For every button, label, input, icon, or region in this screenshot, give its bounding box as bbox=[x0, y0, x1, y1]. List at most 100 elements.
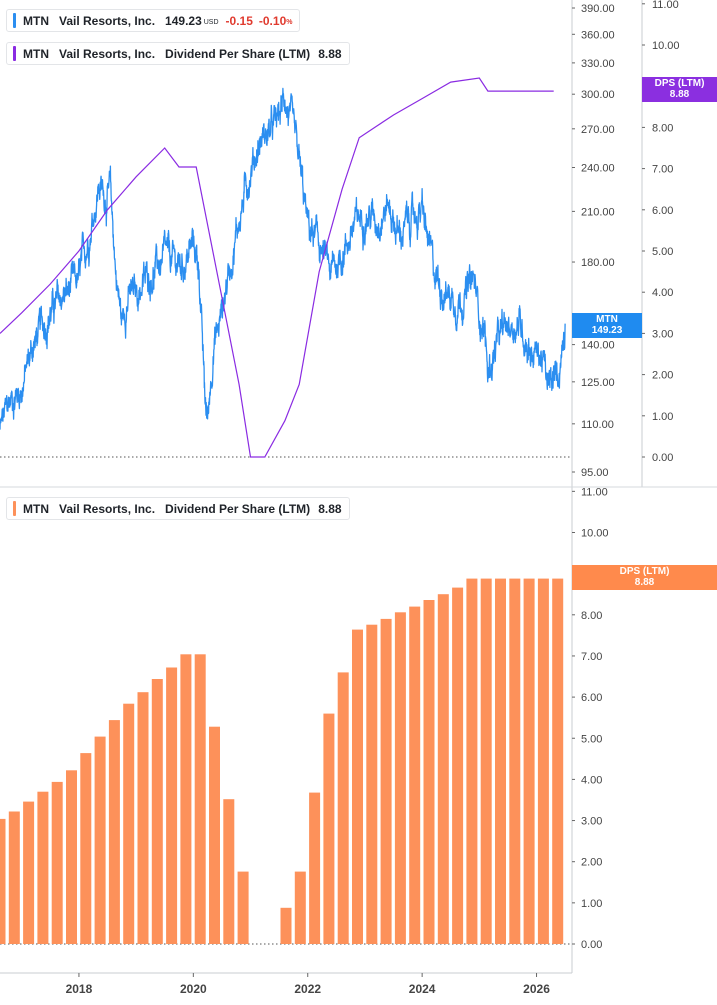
price-axis-label: 180.00 bbox=[581, 257, 615, 269]
dps-bar bbox=[137, 692, 149, 944]
legend-metric: Dividend Per Share (LTM) bbox=[165, 46, 311, 61]
dps-bar bbox=[180, 654, 192, 944]
dps-bar bbox=[523, 578, 535, 944]
dps-bar bbox=[423, 600, 435, 944]
dps-bar-tag-label: DPS (LTM) bbox=[619, 566, 670, 577]
dps-bar-tag-value: 8.88 bbox=[634, 577, 655, 588]
legend-ticker: MTN bbox=[23, 46, 49, 61]
price-axis-label: 240.00 bbox=[581, 163, 615, 175]
x-axis-label: 2026 bbox=[523, 982, 550, 996]
dps-line-swatch bbox=[13, 46, 16, 61]
bar-axis-label: 6.00 bbox=[581, 692, 602, 704]
dps-line-tag-label: DPS (LTM) bbox=[654, 78, 705, 89]
price-tag-ticker: MTN bbox=[596, 314, 618, 325]
dps-bar bbox=[166, 667, 178, 944]
legend-company: Vail Resorts, Inc. bbox=[59, 13, 156, 28]
price-axis-label: 110.00 bbox=[581, 419, 614, 431]
dps-bar bbox=[80, 753, 92, 944]
x-axis-label: 2022 bbox=[294, 982, 321, 996]
dps-axis-label: 7.00 bbox=[652, 164, 673, 176]
legend-metric: Dividend Per Share (LTM) bbox=[165, 501, 311, 516]
dps-axis-label: 0.00 bbox=[652, 452, 673, 464]
dps-bar bbox=[8, 811, 20, 944]
dps-bar-swatch bbox=[13, 501, 16, 516]
dps-axis-label: 4.00 bbox=[652, 287, 673, 299]
dps-bar-legend[interactable]: MTN Vail Resorts, Inc. Dividend Per Shar… bbox=[6, 497, 350, 520]
dps-bar bbox=[123, 703, 135, 944]
dps-line-series bbox=[0, 77, 554, 458]
legend-change: -0.15 bbox=[225, 13, 253, 28]
price-axis-label: 360.00 bbox=[581, 29, 615, 41]
dps-bar bbox=[0, 818, 6, 944]
price-axis-label: 330.00 bbox=[581, 58, 615, 70]
dps-bar bbox=[466, 578, 478, 944]
legend-ticker: MTN bbox=[23, 13, 49, 28]
bar-axis-label: 8.00 bbox=[581, 610, 602, 622]
legend-value: 8.88 bbox=[318, 46, 342, 61]
price-axis-label: 95.00 bbox=[581, 467, 609, 479]
bar-axis-label: 4.00 bbox=[581, 774, 602, 786]
dps-axis-label: 3.00 bbox=[652, 328, 673, 340]
dps-bar bbox=[223, 799, 235, 944]
dps-bar bbox=[37, 791, 49, 944]
price-axis-label: 300.00 bbox=[581, 89, 615, 101]
bar-axis-label: 1.00 bbox=[581, 898, 602, 910]
dps-bar bbox=[151, 679, 163, 944]
dps-bar bbox=[94, 736, 106, 944]
dps-axis-label: 8.00 bbox=[652, 122, 673, 134]
dps-bar bbox=[194, 654, 206, 944]
dps-bar bbox=[323, 713, 335, 944]
dps-bar bbox=[237, 871, 249, 944]
legend-currency: USD bbox=[203, 18, 219, 26]
dps-line-legend[interactable]: MTN Vail Resorts, Inc. Dividend Per Shar… bbox=[6, 42, 350, 65]
price-axis-label: 390.00 bbox=[581, 3, 615, 15]
dps-line-tag: DPS (LTM) 8.88 bbox=[642, 77, 717, 102]
bar-axis-label: 2.00 bbox=[581, 857, 602, 869]
dps-axis-label: 11.00 bbox=[652, 0, 679, 11]
dps-bar bbox=[509, 578, 521, 944]
dps-axis-label: 10.00 bbox=[652, 40, 680, 52]
x-axis-label: 2018 bbox=[66, 982, 93, 996]
legend-value: 8.88 bbox=[318, 501, 342, 516]
dps-bar bbox=[280, 907, 292, 944]
price-axis-label: 125.00 bbox=[581, 377, 615, 389]
dps-bar bbox=[394, 612, 406, 944]
x-axis-label: 2020 bbox=[180, 982, 207, 996]
dps-bar bbox=[495, 578, 506, 944]
dps-bar bbox=[51, 781, 63, 944]
price-line bbox=[0, 87, 566, 430]
dps-axis-label: 5.00 bbox=[652, 246, 673, 258]
price-axis-label: 140.00 bbox=[581, 340, 615, 352]
dps-bar bbox=[352, 629, 363, 944]
bar-axis-label: 5.00 bbox=[581, 733, 602, 745]
bar-axis-label: 10.00 bbox=[581, 528, 609, 540]
price-tag-value: 149.23 bbox=[591, 325, 623, 336]
legend-ticker: MTN bbox=[23, 501, 49, 516]
dps-axis-label: 1.00 bbox=[652, 411, 673, 423]
bar-axis-label: 0.00 bbox=[581, 939, 602, 951]
dps-bar bbox=[23, 801, 35, 944]
legend-change-pct: -0.10 bbox=[258, 13, 287, 28]
dps-bar bbox=[366, 624, 378, 944]
bar-axis-label: 7.00 bbox=[581, 651, 602, 663]
dps-bars bbox=[0, 578, 564, 944]
dps-bar bbox=[537, 578, 549, 944]
dps-line bbox=[0, 77, 554, 458]
legend-company: Vail Resorts, Inc. bbox=[59, 46, 156, 61]
price-axis-label: 270.00 bbox=[581, 124, 615, 136]
price-tag: MTN 149.23 bbox=[572, 313, 642, 338]
dps-bar bbox=[480, 578, 492, 944]
dps-bar bbox=[409, 606, 421, 944]
price-legend[interactable]: MTN Vail Resorts, Inc. 149.23 USD -0.15 … bbox=[6, 9, 301, 32]
legend-price: 149.23 bbox=[165, 13, 202, 28]
dps-bar bbox=[452, 587, 464, 944]
dps-axis-label: 6.00 bbox=[652, 205, 673, 217]
legend-pct-sign: % bbox=[286, 18, 293, 26]
dps-bar bbox=[209, 726, 220, 944]
dps-line-tag-value: 8.88 bbox=[669, 89, 690, 100]
dps-bar bbox=[380, 618, 392, 944]
dps-bar bbox=[294, 871, 306, 944]
bar-axis-label: 11.00 bbox=[581, 486, 608, 498]
legend-company: Vail Resorts, Inc. bbox=[59, 501, 156, 516]
